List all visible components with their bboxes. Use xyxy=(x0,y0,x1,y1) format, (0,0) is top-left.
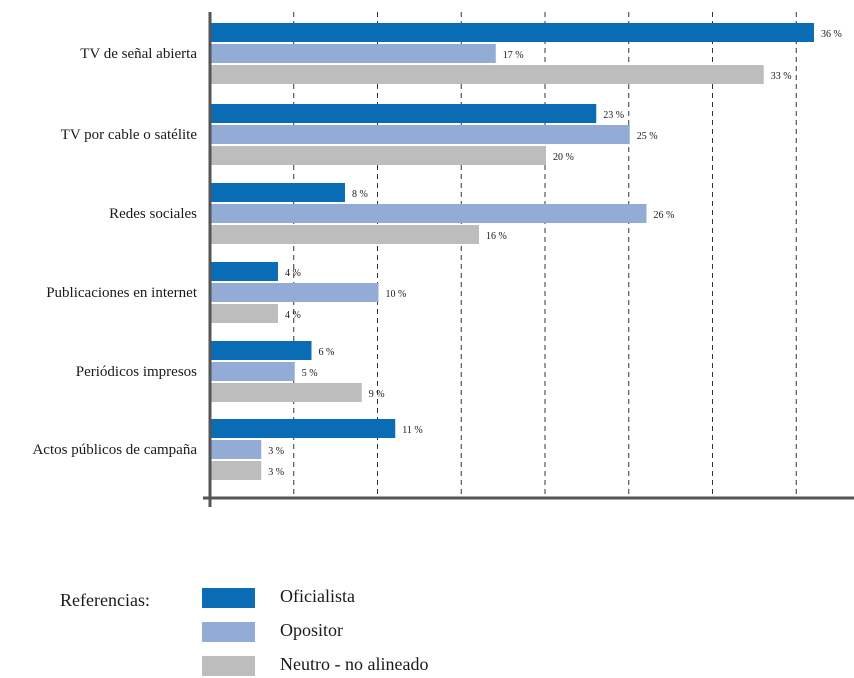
legend-title: Referencias: xyxy=(60,590,150,610)
axes xyxy=(203,12,854,507)
legend-label-neutro: Neutro - no alineado xyxy=(280,654,429,674)
bar-oficialista-actos-publicos-de-campana xyxy=(211,419,396,438)
legend-swatch-opositor xyxy=(202,622,255,642)
bar-chart: 36 % 17 % 33 % 23 % 25 % 20 % 8 % 26 % 16 % 4 % 10… xyxy=(32,12,854,507)
data-label-oficialista-tv-de-senal-abierta: 36 % xyxy=(821,29,842,40)
legend-label-oficialista: Oficialista xyxy=(280,586,355,606)
bar-opositor-periodicos-impresos xyxy=(211,362,295,381)
data-label-opositor-publicaciones-en-internet: 10 % xyxy=(386,289,407,300)
data-label-neutro-no-alineado-tv-de-senal-abierta: 33 % xyxy=(771,71,792,82)
data-label-oficialista-actos-publicos-de-campana: 11 % xyxy=(402,425,422,436)
bar-opositor-tv-por-cable-o-satelite xyxy=(211,125,630,144)
data-label-oficialista-periodicos-impresos: 6 % xyxy=(319,347,335,358)
legend-label-opositor: Opositor xyxy=(280,620,343,640)
bar-oficialista-redes-sociales xyxy=(211,183,345,202)
bar-opositor-redes-sociales xyxy=(211,204,647,223)
bar-opositor-publicaciones-en-internet xyxy=(211,283,379,302)
category-labels-group: TV de señal abierta TV por cable o satéli… xyxy=(32,46,197,458)
bar-neutro-no-alineado-actos-publicos-de-campana xyxy=(211,461,262,480)
category-label-actos-publicos-de-campana: Actos públicos de campaña xyxy=(32,442,197,458)
category-label-redes-sociales: Redes sociales xyxy=(109,206,197,222)
bar-neutro-no-alineado-tv-de-senal-abierta xyxy=(211,65,764,84)
gridlines xyxy=(293,12,797,498)
data-label-opositor-tv-de-senal-abierta: 17 % xyxy=(503,50,524,61)
bar-neutro-no-alineado-tv-por-cable-o-satelite xyxy=(211,146,546,165)
bar-opositor-tv-de-senal-abierta xyxy=(211,44,496,63)
data-label-opositor-redes-sociales: 26 % xyxy=(654,210,675,221)
category-label-publicaciones-en-internet: Publicaciones en internet xyxy=(46,285,198,301)
data-label-neutro-no-alineado-actos-publicos-de-campana: 3 % xyxy=(268,467,284,478)
legend-swatch-oficialista xyxy=(202,588,255,608)
data-label-neutro-no-alineado-periodicos-impresos: 9 % xyxy=(369,389,385,400)
category-label-tv-de-senal-abierta: TV de señal abierta xyxy=(80,46,197,62)
bar-oficialista-publicaciones-en-internet xyxy=(211,262,278,281)
bar-neutro-no-alineado-periodicos-impresos xyxy=(211,383,362,402)
legend-swatch-neutro xyxy=(202,656,255,676)
bars-group xyxy=(211,23,814,480)
data-label-oficialista-tv-por-cable-o-satelite: 23 % xyxy=(603,110,624,121)
bar-neutro-no-alineado-redes-sociales xyxy=(211,225,479,244)
category-label-tv-por-cable-o-satelite: TV por cable o satélite xyxy=(61,127,198,143)
data-labels-group: 36 % 17 % 33 % 23 % 25 % 20 % 8 % 26 % 16 % 4 % 10… xyxy=(268,29,842,478)
data-label-neutro-no-alineado-tv-por-cable-o-satelite: 20 % xyxy=(553,152,574,163)
bar-neutro-no-alineado-publicaciones-en-internet xyxy=(211,304,278,323)
bar-oficialista-tv-por-cable-o-satelite xyxy=(211,104,597,123)
category-label-periodicos-impresos: Periódicos impresos xyxy=(76,364,197,380)
data-label-oficialista-redes-sociales: 8 % xyxy=(352,189,368,200)
data-label-neutro-no-alineado-publicaciones-en-internet: 4 % xyxy=(285,310,301,321)
bar-oficialista-periodicos-impresos xyxy=(211,341,312,360)
bar-oficialista-tv-de-senal-abierta xyxy=(211,23,814,42)
bar-opositor-actos-publicos-de-campana xyxy=(211,440,262,459)
data-label-opositor-actos-publicos-de-campana: 3 % xyxy=(268,446,284,457)
data-label-opositor-tv-por-cable-o-satelite: 25 % xyxy=(637,131,658,142)
data-label-opositor-periodicos-impresos: 5 % xyxy=(302,368,318,379)
data-label-neutro-no-alineado-redes-sociales: 16 % xyxy=(486,231,507,242)
data-label-oficialista-publicaciones-en-internet: 4 % xyxy=(285,268,301,279)
